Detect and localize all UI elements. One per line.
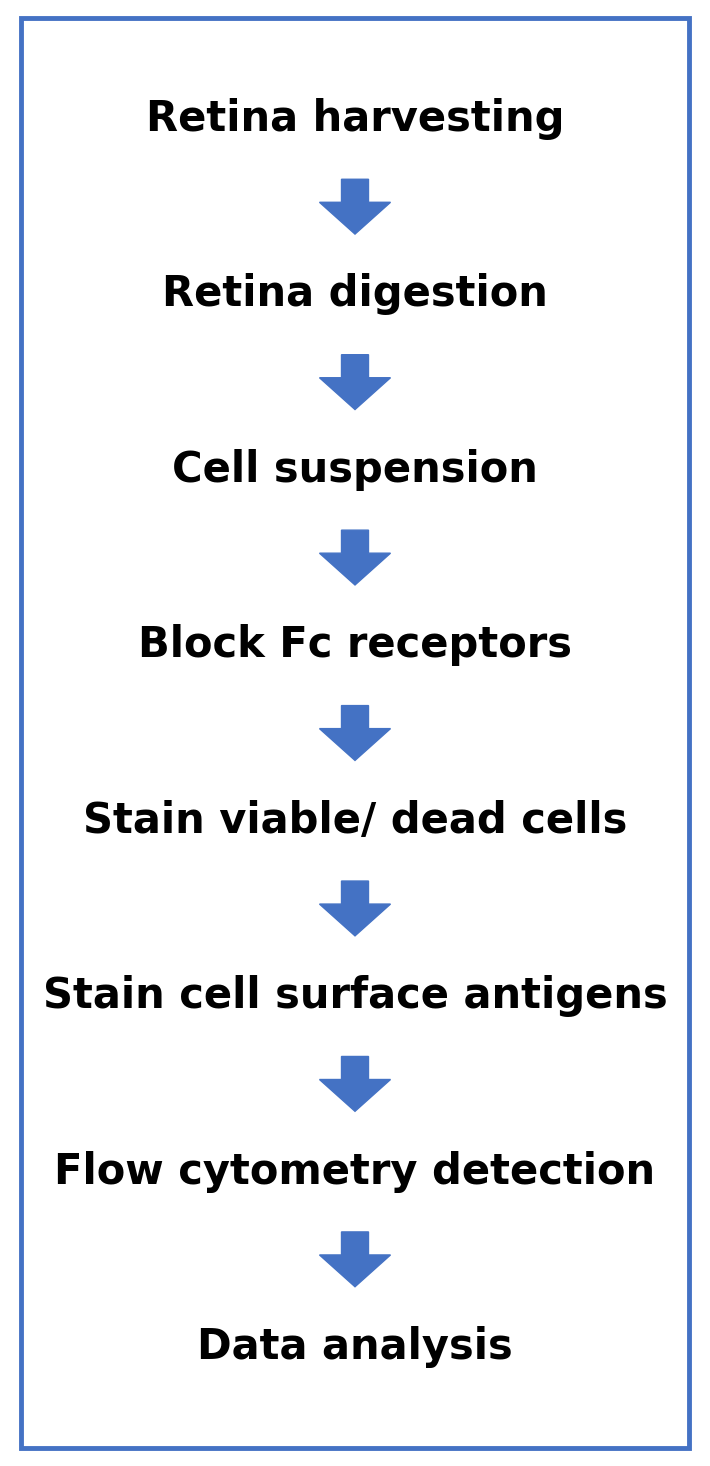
FancyArrow shape [320,355,390,409]
FancyArrow shape [320,531,390,585]
FancyArrow shape [320,179,390,235]
Text: Data analysis: Data analysis [197,1327,513,1368]
Text: Flow cytometry detection: Flow cytometry detection [55,1151,655,1193]
Text: Retina digestion: Retina digestion [162,273,548,315]
Text: Cell suspension: Cell suspension [172,449,538,491]
FancyArrow shape [320,1057,390,1111]
Text: Block Fc receptors: Block Fc receptors [138,625,572,666]
FancyArrow shape [320,705,390,761]
Text: Retina harvesting: Retina harvesting [146,98,564,139]
Text: Stain cell surface antigens: Stain cell surface antigens [43,975,667,1017]
FancyArrow shape [320,1231,390,1287]
FancyArrow shape [320,881,390,935]
Text: Stain viable/ dead cells: Stain viable/ dead cells [83,800,627,841]
